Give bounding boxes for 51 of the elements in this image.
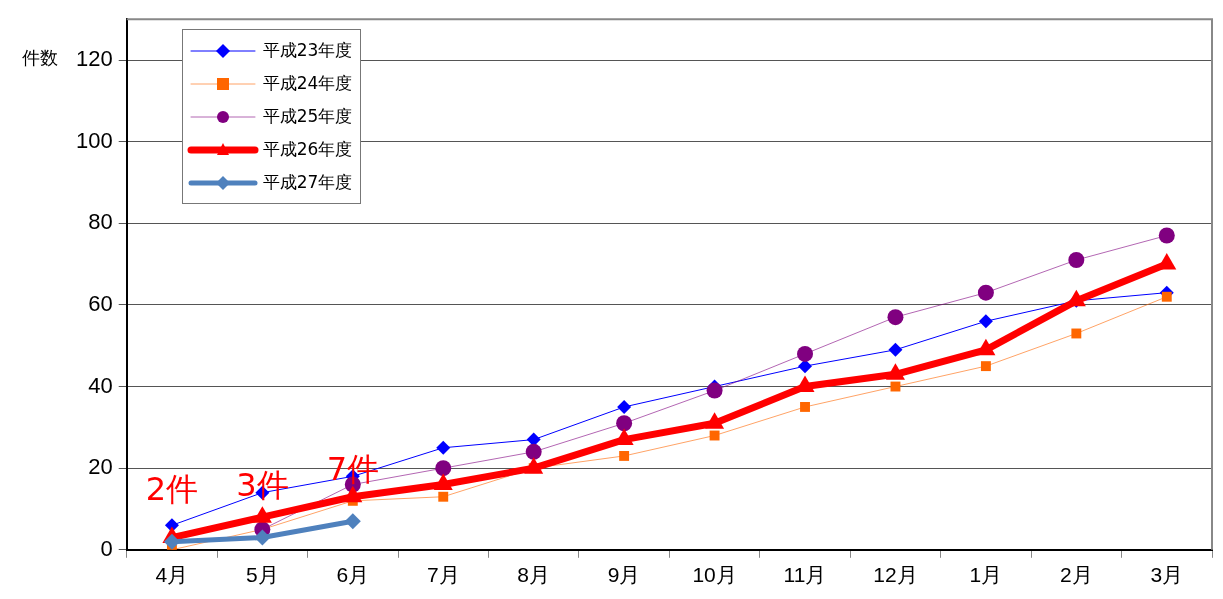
x-tick-label: 5月 bbox=[246, 563, 279, 587]
point bbox=[800, 402, 810, 412]
legend-label: 平成23年度 bbox=[262, 39, 353, 63]
y-tick-label: 40 bbox=[88, 372, 113, 398]
point bbox=[1068, 252, 1085, 269]
y-tick-label: 60 bbox=[88, 290, 113, 316]
point bbox=[888, 342, 903, 357]
point bbox=[1158, 227, 1175, 244]
y-axis-title: 件数 bbox=[22, 46, 58, 70]
y-tick-label: 100 bbox=[75, 127, 113, 153]
point bbox=[163, 533, 180, 550]
x-tick-label: 4月 bbox=[155, 563, 189, 587]
point bbox=[798, 359, 813, 374]
legend-label: 平成24年度 bbox=[262, 72, 353, 96]
point bbox=[1071, 328, 1082, 339]
point bbox=[977, 284, 994, 301]
point bbox=[616, 415, 633, 432]
x-tick-label: 6月 bbox=[336, 563, 370, 587]
legend-label: 平成26年度 bbox=[262, 138, 353, 162]
y-tick-label: 20 bbox=[88, 454, 113, 480]
y-tick-label: 80 bbox=[88, 209, 113, 235]
x-tick-label: 9月 bbox=[607, 563, 641, 587]
x-tick-label: 7月 bbox=[426, 563, 460, 587]
point bbox=[980, 361, 991, 372]
x-tick-label: 3月 bbox=[1150, 563, 1184, 587]
y-tick-label: 0 bbox=[100, 535, 113, 561]
legend-label: 平成25年度 bbox=[262, 105, 353, 129]
point bbox=[435, 460, 452, 477]
point bbox=[438, 491, 449, 502]
point bbox=[525, 443, 542, 460]
point bbox=[254, 529, 271, 546]
point bbox=[526, 432, 541, 447]
point bbox=[709, 430, 720, 441]
point bbox=[436, 440, 451, 455]
x-tick-label: 2月 bbox=[1059, 563, 1093, 587]
point bbox=[344, 513, 361, 530]
point bbox=[617, 399, 632, 414]
point bbox=[706, 382, 723, 399]
x-tick-label: 12月 bbox=[873, 563, 918, 587]
legend-label: 平成27年度 bbox=[262, 171, 353, 195]
x-tick-label: 1月 bbox=[969, 563, 1003, 587]
x-tick-label: 11月 bbox=[783, 563, 827, 587]
point bbox=[887, 309, 904, 326]
x-tick-label: 10月 bbox=[692, 563, 737, 587]
point bbox=[797, 345, 814, 362]
x-tick-label: 8月 bbox=[517, 563, 551, 587]
point bbox=[1161, 291, 1172, 302]
y-tick-label: 120 bbox=[75, 46, 113, 72]
point bbox=[619, 450, 630, 461]
data-label: 2件 bbox=[145, 469, 199, 508]
point bbox=[978, 314, 993, 329]
